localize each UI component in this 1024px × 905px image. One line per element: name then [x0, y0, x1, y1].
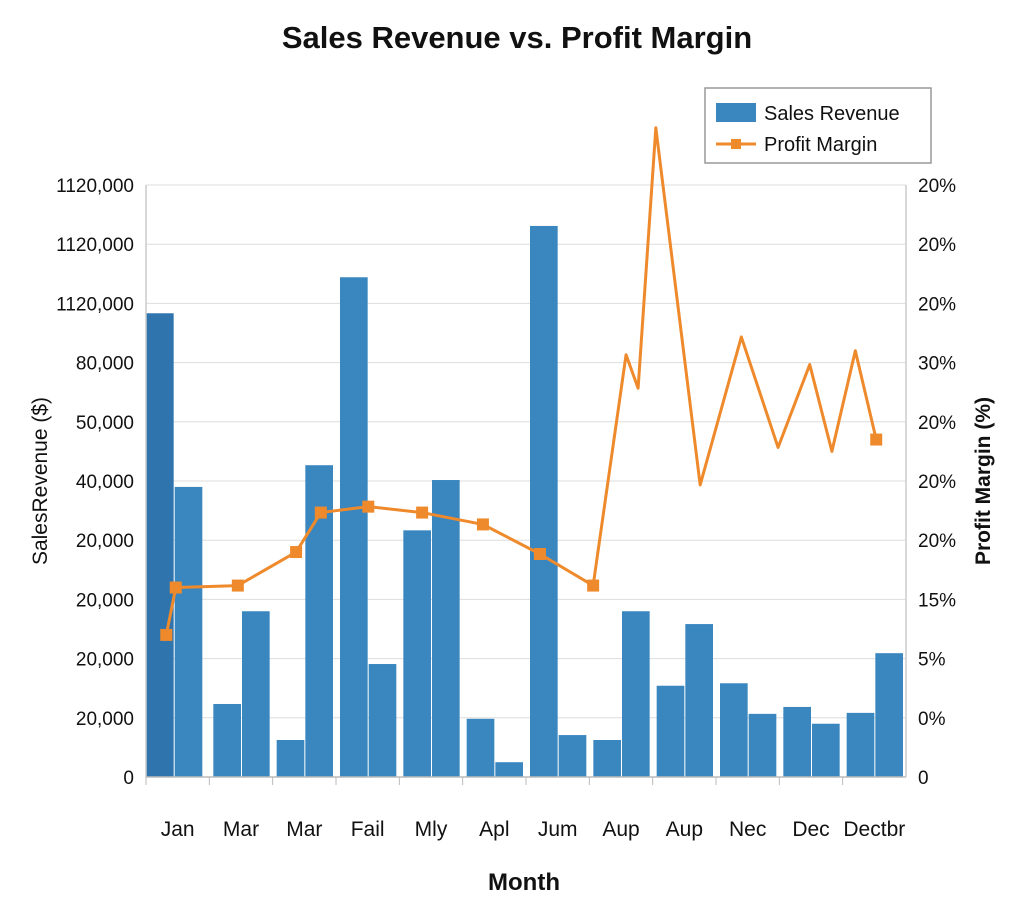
- y-tick-label: 20,000: [76, 709, 134, 730]
- bar-sales-revenue: [875, 653, 903, 777]
- axes: 0 0 20,000 0% 20,000 5% 20,000 15% 20,000 20% 40,0…: [56, 176, 956, 841]
- y-axis-label: SalesRevenue ($): [29, 397, 52, 565]
- y2-tick-label: 30%: [918, 354, 956, 375]
- y-tick-label: 1120,000: [56, 294, 134, 315]
- chart-title: Sales Revenue vs. Profit Margin: [282, 20, 752, 55]
- bar-sales-revenue: [368, 664, 397, 777]
- bar-sales-revenue: [495, 762, 523, 777]
- bar-sales-revenue: [685, 624, 713, 777]
- y2-tick-label: 5%: [918, 650, 946, 671]
- legend: Sales Revenue Profit Margin: [704, 87, 932, 164]
- profit-margin-line: [160, 126, 883, 641]
- y2-tick-label: 20%: [918, 294, 956, 315]
- x-tick-label: Mar: [286, 818, 322, 841]
- bar-sales-revenue: [846, 712, 875, 777]
- gridlines: [146, 184, 906, 719]
- bar-sales-revenue: [783, 706, 811, 777]
- y-tick-label: 40,000: [76, 472, 134, 493]
- profit-margin-marker: [169, 581, 182, 594]
- x-tick-label: Mar: [223, 818, 259, 841]
- profit-margin-marker: [870, 433, 883, 446]
- profit-margin-polyline: [164, 126, 878, 636]
- x-axis-label: Month: [488, 869, 560, 896]
- y-tick-label: 20,000: [76, 650, 134, 671]
- y2-tick-label: 20%: [918, 176, 956, 197]
- bar-sales-revenue: [593, 740, 621, 777]
- x-tick-label: Nec: [729, 818, 766, 841]
- y2-tick-label: 0%: [918, 709, 946, 730]
- x-tick-label: Dec: [792, 818, 829, 841]
- y-tick-label: 50,000: [76, 413, 134, 434]
- y-tick-label: 0: [123, 768, 134, 789]
- bar-sales-revenue: [656, 685, 685, 777]
- y-tick-label: 20,000: [76, 590, 134, 611]
- bar-sales-revenue: [622, 611, 650, 777]
- y2-tick-label: 20%: [918, 413, 956, 434]
- x-tick-label: Aup: [602, 818, 639, 841]
- profit-margin-marker: [533, 548, 546, 561]
- y2-tick-label: 20%: [918, 472, 956, 493]
- profit-margin-marker: [160, 628, 173, 641]
- x-tick-label: Fail: [351, 818, 385, 841]
- bar-sales-revenue: [466, 718, 495, 777]
- bar-sales-revenue: [276, 740, 305, 777]
- legend-box: [704, 87, 932, 164]
- bar-sales-revenue: [213, 703, 241, 777]
- x-tick-label: Apl: [479, 818, 509, 841]
- bar-sales-revenue: [432, 480, 460, 777]
- profit-margin-marker: [231, 579, 244, 592]
- profit-margin-marker: [362, 500, 375, 513]
- profit-margin-marker: [476, 518, 489, 531]
- bar-sales-revenue: [403, 530, 431, 777]
- bar-sales-revenue: [812, 723, 840, 777]
- x-tick-label: Jan: [161, 818, 195, 841]
- profit-margin-marker: [290, 546, 303, 559]
- bar-sales-revenue: [242, 611, 270, 777]
- bar-sales-revenue: [340, 277, 368, 777]
- bar-sales-revenue: [748, 713, 777, 777]
- y2-axis-label: Profit Margin (%): [972, 397, 995, 565]
- bar-sales-revenue: [558, 735, 587, 777]
- profit-margin-marker: [587, 579, 600, 592]
- y-tick-label: 1120,000: [56, 235, 134, 256]
- y2-tick-label: 20%: [918, 235, 956, 256]
- x-tick-label: Aup: [666, 818, 703, 841]
- bar-sales-revenue: [720, 683, 748, 777]
- y-tick-label: 80,000: [76, 354, 134, 375]
- bar-sales-revenue: [146, 313, 174, 777]
- y-tick-label: 1120,000: [56, 176, 134, 197]
- bars: [146, 225, 903, 778]
- profit-margin-marker: [416, 506, 429, 519]
- legend-swatch-profit-marker: [731, 139, 741, 149]
- legend-label-profit: Profit Margin: [764, 134, 877, 156]
- y2-tick-label: 15%: [918, 590, 956, 611]
- y2-tick-label: 0: [918, 768, 929, 789]
- profit-margin-marker: [314, 506, 327, 519]
- bar-sales-revenue: [174, 486, 203, 777]
- x-tick-label: Dectbr: [843, 818, 905, 841]
- y2-tick-label: 20%: [918, 531, 956, 552]
- legend-swatch-sales: [716, 103, 756, 122]
- legend-label-sales: Sales Revenue: [764, 103, 900, 125]
- bar-sales-revenue: [530, 225, 558, 778]
- x-tick-label: Mly: [415, 818, 448, 841]
- x-tick-label: Jum: [538, 818, 578, 841]
- y-tick-label: 20,000: [76, 531, 134, 552]
